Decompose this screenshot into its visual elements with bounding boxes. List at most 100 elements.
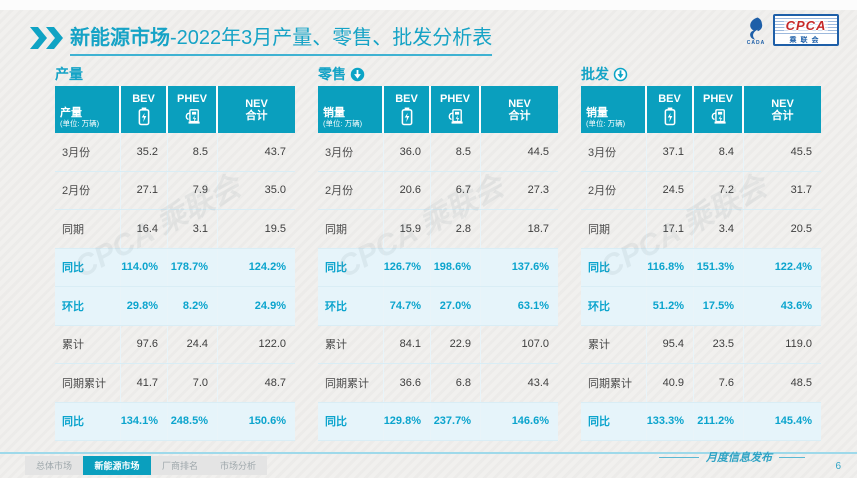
- cell-nev: 122.4%: [774, 261, 812, 274]
- table-row: 3月份 37.1 8.4 45.5: [581, 133, 821, 172]
- cell-bev: 36.0: [384, 133, 431, 171]
- cpca-logo: CPCA 乘联会: [773, 14, 839, 46]
- title-highlight: 新能源市场: [70, 26, 170, 49]
- charger-icon: [711, 109, 726, 124]
- cell-phev: 23.5: [694, 325, 744, 363]
- table-row: 累计 95.4 23.5 119.0: [581, 325, 821, 364]
- cell-nev: 45.5: [790, 145, 812, 158]
- row-label: 同比: [318, 248, 384, 286]
- header-unit-cell: 销量 (单位: 万辆): [581, 86, 647, 133]
- row-label: 同比: [55, 248, 121, 286]
- tab-oem-ranking[interactable]: 厂商排名: [151, 456, 209, 475]
- tab-overall-market[interactable]: 总体市场: [25, 456, 83, 475]
- bev-label: BEV: [395, 93, 418, 105]
- row-label: 累计: [581, 325, 647, 363]
- table-row: 累计 84.1 22.9 107.0: [318, 325, 558, 364]
- cell-phev: 6.8: [431, 364, 481, 402]
- cell-phev: 8.4: [694, 133, 744, 171]
- table-row: 同期累计 36.6 6.8 43.4: [318, 364, 558, 403]
- cell-nev: 27.3: [527, 184, 549, 197]
- header-nev-cell: NEV 合计: [744, 86, 821, 133]
- cell-nev: 18.7: [527, 222, 549, 235]
- header-phev-cell: PHEV: [694, 86, 744, 133]
- release-dash-left: [659, 456, 699, 458]
- production-table-section: CPCA 乘联会 产量 产量 (单位: 万辆) BEV PHEV NEV: [55, 62, 295, 441]
- top-strip: [0, 0, 857, 10]
- cell-bev: 84.1: [384, 325, 431, 363]
- cell-bev: 95.4: [647, 325, 694, 363]
- cell-nev: 145.4%: [774, 415, 812, 428]
- cell-phev: 7.2: [694, 171, 744, 209]
- cell-nev: 137.6%: [511, 261, 549, 274]
- release-dash-right: [779, 456, 805, 458]
- cell-nev: 107.0: [521, 338, 549, 351]
- cell-bev: 27.1: [121, 171, 168, 209]
- table-row-highlight: 同比 133.3% 211.2% 145.4%: [581, 402, 821, 441]
- release-note-text: 月度信息发布: [706, 452, 772, 464]
- cell-phev: 8.5: [168, 133, 218, 171]
- cell-bev: 29.8%: [121, 287, 168, 325]
- row-label: 同期: [318, 210, 384, 248]
- retail-table-section: CPCA 乘联会 零售 销量 (单位: 万辆) BEV PHEV: [318, 62, 558, 441]
- table-row: 3月份 35.2 8.5 43.7: [55, 133, 295, 172]
- row-label: 同比: [318, 402, 384, 440]
- cada-swirl-icon: [750, 17, 763, 40]
- table-row: 3月份 36.0 8.5 44.5: [318, 133, 558, 172]
- table-row: 同期累计 41.7 7.0 48.7: [55, 364, 295, 403]
- row-label: 同比: [581, 248, 647, 286]
- tab-market-analysis[interactable]: 市场分析: [209, 456, 267, 475]
- cell-bev: 74.7%: [384, 287, 431, 325]
- charger-icon: [448, 109, 463, 124]
- header-bev-cell: BEV: [121, 86, 168, 133]
- bev-label: BEV: [658, 93, 681, 105]
- cell-phev: 2.8: [431, 210, 481, 248]
- cell-nev: 150.6%: [248, 415, 286, 428]
- cell-bev: 97.6: [121, 325, 168, 363]
- row-label: 3月份: [581, 133, 647, 171]
- cell-phev: 237.7%: [431, 402, 481, 440]
- cell-phev: 7.0: [168, 364, 218, 402]
- cell-nev: 122.0: [258, 338, 286, 351]
- row-label: 同期: [581, 210, 647, 248]
- circle-down-filled-icon: [350, 67, 365, 81]
- cell-nev: 20.5: [790, 222, 812, 235]
- cell-bev: 37.1: [647, 133, 694, 171]
- section-title-label: 批发: [581, 66, 609, 82]
- row-label: 2月份: [581, 171, 647, 209]
- cell-phev: 3.1: [168, 210, 218, 248]
- table-row: 2月份 27.1 7.9 35.0: [55, 171, 295, 210]
- cpca-sub-label: 乘联会: [789, 36, 823, 44]
- cell-bev: 36.6: [384, 364, 431, 402]
- cell-phev: 151.3%: [694, 248, 744, 286]
- phev-label: PHEV: [703, 93, 733, 105]
- cell-phev: 6.7: [431, 171, 481, 209]
- cell-phev: 22.9: [431, 325, 481, 363]
- section-title-production: 产量: [55, 62, 295, 86]
- cpca-label: CPCA: [783, 18, 829, 33]
- cell-phev: 198.6%: [431, 248, 481, 286]
- header-label: 销量: [323, 107, 345, 119]
- tab-nev-market[interactable]: 新能源市场: [83, 456, 151, 475]
- title-rest: -2022年3月产量、零售、批发分析表: [170, 26, 493, 49]
- wholesale-table-section: CPCA 乘联会 批发 销量 (单位: 万辆) BEV PHEV: [581, 62, 821, 441]
- nev-label: NEV: [245, 97, 268, 110]
- nev-label: NEV: [508, 97, 531, 110]
- table-row-highlight: 同比 126.7% 198.6% 137.6%: [318, 248, 558, 287]
- table-header-row: 产量 (单位: 万辆) BEV PHEV NEV 合计: [55, 86, 295, 133]
- row-label: 同期: [55, 210, 121, 248]
- table-row-highlight: 环比 51.2% 17.5% 43.6%: [581, 287, 821, 326]
- table-header-row: 销量 (单位: 万辆) BEV PHEV NEV 合计: [318, 86, 558, 133]
- row-label: 同比: [55, 402, 121, 440]
- cell-phev: 3.4: [694, 210, 744, 248]
- table-row: 同期累计 40.9 7.6 48.5: [581, 364, 821, 403]
- table-row: 2月份 24.5 7.2 31.7: [581, 171, 821, 210]
- row-label: 3月份: [318, 133, 384, 171]
- tables-container: CPCA 乘联会 产量 产量 (单位: 万辆) BEV PHEV NEV: [55, 62, 821, 441]
- table-row: 累计 97.6 24.4 122.0: [55, 325, 295, 364]
- nev-total-label: 合计: [508, 109, 531, 122]
- cell-phev: 248.5%: [168, 402, 218, 440]
- header-phev-cell: PHEV: [431, 86, 481, 133]
- section-title-label: 产量: [55, 66, 83, 82]
- header-unit-cell: 销量 (单位: 万辆): [318, 86, 384, 133]
